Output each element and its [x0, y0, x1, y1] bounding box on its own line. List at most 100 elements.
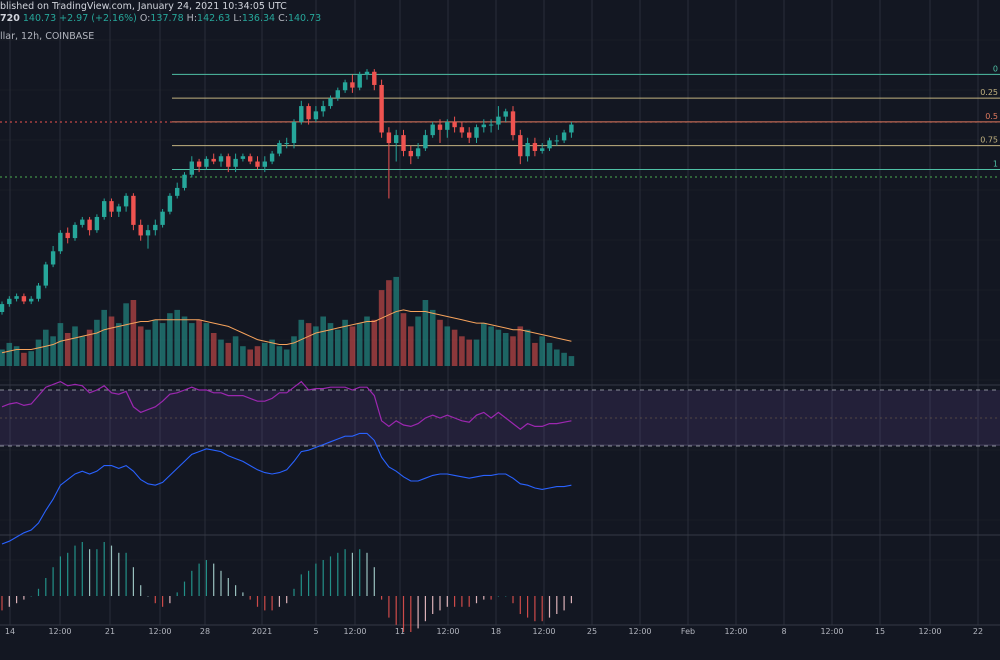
histogram-bar	[293, 588, 295, 596]
volume-bar	[378, 290, 385, 366]
histogram-bar	[344, 549, 346, 596]
volume-bar	[116, 323, 122, 366]
histogram-bar	[351, 552, 353, 596]
histogram-bar	[235, 585, 237, 596]
volume-bar	[459, 336, 465, 366]
histogram-bar	[570, 596, 572, 604]
histogram-bar	[140, 585, 142, 596]
histogram-bar	[198, 563, 200, 596]
histogram-bar	[176, 592, 178, 596]
volume-bar	[72, 326, 78, 366]
fib-level-label: 0	[993, 64, 998, 73]
x-axis-tick-label: 2021	[252, 627, 272, 636]
candle-body	[503, 111, 508, 117]
volume-bar	[108, 316, 115, 366]
candle-body	[401, 135, 406, 151]
histogram-bar	[475, 596, 478, 604]
volume-bar	[371, 319, 378, 366]
volume-bar	[539, 336, 545, 366]
candle-body	[72, 224, 78, 239]
histogram-bar	[424, 596, 426, 622]
candle-body	[138, 224, 143, 236]
candle-body	[269, 153, 275, 162]
volume-bar	[451, 329, 458, 366]
volume-bar	[64, 333, 71, 366]
histogram-bar	[366, 552, 368, 596]
candle-body	[196, 161, 202, 167]
candle-body	[94, 216, 100, 231]
histogram-bar	[96, 549, 98, 596]
candle-body	[131, 195, 136, 225]
price-change: +2.97 (+2.16%)	[59, 13, 137, 24]
histogram-bar	[315, 563, 317, 596]
volume-bar	[408, 326, 414, 366]
volume-bar	[510, 336, 516, 366]
volume-bar	[123, 303, 129, 366]
histogram-bar	[169, 596, 171, 604]
volume-bar	[320, 316, 326, 366]
candle-body	[445, 121, 450, 130]
candle-body	[248, 156, 253, 162]
candle-body	[532, 143, 538, 151]
x-axis-tick-label: 12:00	[820, 627, 843, 636]
histogram-bar	[534, 596, 536, 622]
candle-body	[277, 143, 282, 154]
histogram-bar	[16, 596, 18, 604]
x-axis-tick-label: 12:00	[343, 627, 366, 636]
histogram-bar	[125, 552, 127, 596]
histogram-bar	[103, 542, 105, 596]
volume-bar	[247, 349, 253, 366]
open-label: O:	[139, 13, 151, 24]
candle-body	[102, 201, 107, 217]
symbol-tail: 720	[0, 13, 20, 24]
histogram-bar	[373, 567, 375, 596]
x-axis-tick-label: 12:00	[148, 627, 171, 636]
volume-bar	[218, 339, 224, 366]
histogram-bar	[220, 570, 222, 596]
volume-bar	[240, 346, 246, 366]
low-value: 136.34	[241, 13, 276, 24]
x-axis-tick-label: 12:00	[918, 627, 941, 636]
volume-bar	[444, 326, 451, 366]
candle-body	[43, 264, 48, 286]
candle-body	[233, 158, 238, 167]
histogram-bar	[264, 596, 266, 611]
fib-level-label: 0.5	[985, 112, 998, 121]
candle-body	[160, 211, 165, 225]
candle-body	[50, 251, 56, 265]
close-label: C:	[278, 13, 288, 24]
ohlc-readout: 720 140.73 +2.97 (+2.16%) O:137.78 H:142…	[0, 13, 321, 24]
histogram-bar	[23, 596, 25, 600]
volume-bar	[283, 349, 290, 366]
volume-bar	[181, 316, 188, 366]
histogram-bar	[132, 567, 134, 596]
candle-body	[291, 121, 297, 144]
close-value: 140.73	[287, 13, 322, 24]
histogram-bar	[337, 552, 339, 596]
x-axis-tick-label: 18	[491, 627, 501, 636]
candle-body	[350, 82, 355, 88]
volume-bar	[524, 329, 531, 366]
histogram-bar	[454, 596, 456, 607]
histogram-bar	[483, 596, 485, 600]
volume-bar	[50, 336, 56, 366]
volume-bar	[167, 313, 173, 366]
histogram-bar	[30, 596, 32, 597]
volume-bar	[6, 342, 13, 366]
histogram-bar	[556, 596, 558, 614]
x-axis-tick-label: 12:00	[436, 627, 459, 636]
histogram-bar	[468, 596, 470, 607]
candle-body	[364, 71, 370, 75]
x-axis-tick-label: 12:00	[48, 627, 71, 636]
histogram-bar	[432, 596, 434, 614]
volume-bar	[276, 346, 283, 366]
candle-body	[29, 298, 34, 302]
volume-bar	[152, 319, 159, 366]
candle-body	[255, 161, 260, 167]
candle-body	[240, 156, 246, 159]
histogram-bar	[519, 596, 521, 614]
histogram-bar	[395, 596, 397, 625]
histogram-bar	[439, 596, 441, 611]
candle-body	[211, 158, 216, 162]
